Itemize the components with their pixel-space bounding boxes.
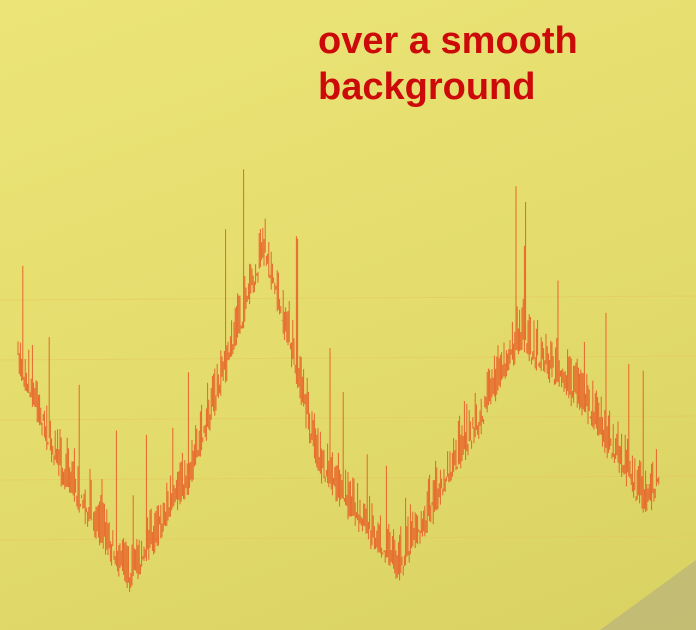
trace bbox=[18, 169, 659, 592]
caption: over a smooth background bbox=[318, 18, 678, 110]
slide: over a smooth background bbox=[0, 0, 696, 630]
page-corner bbox=[600, 560, 696, 630]
